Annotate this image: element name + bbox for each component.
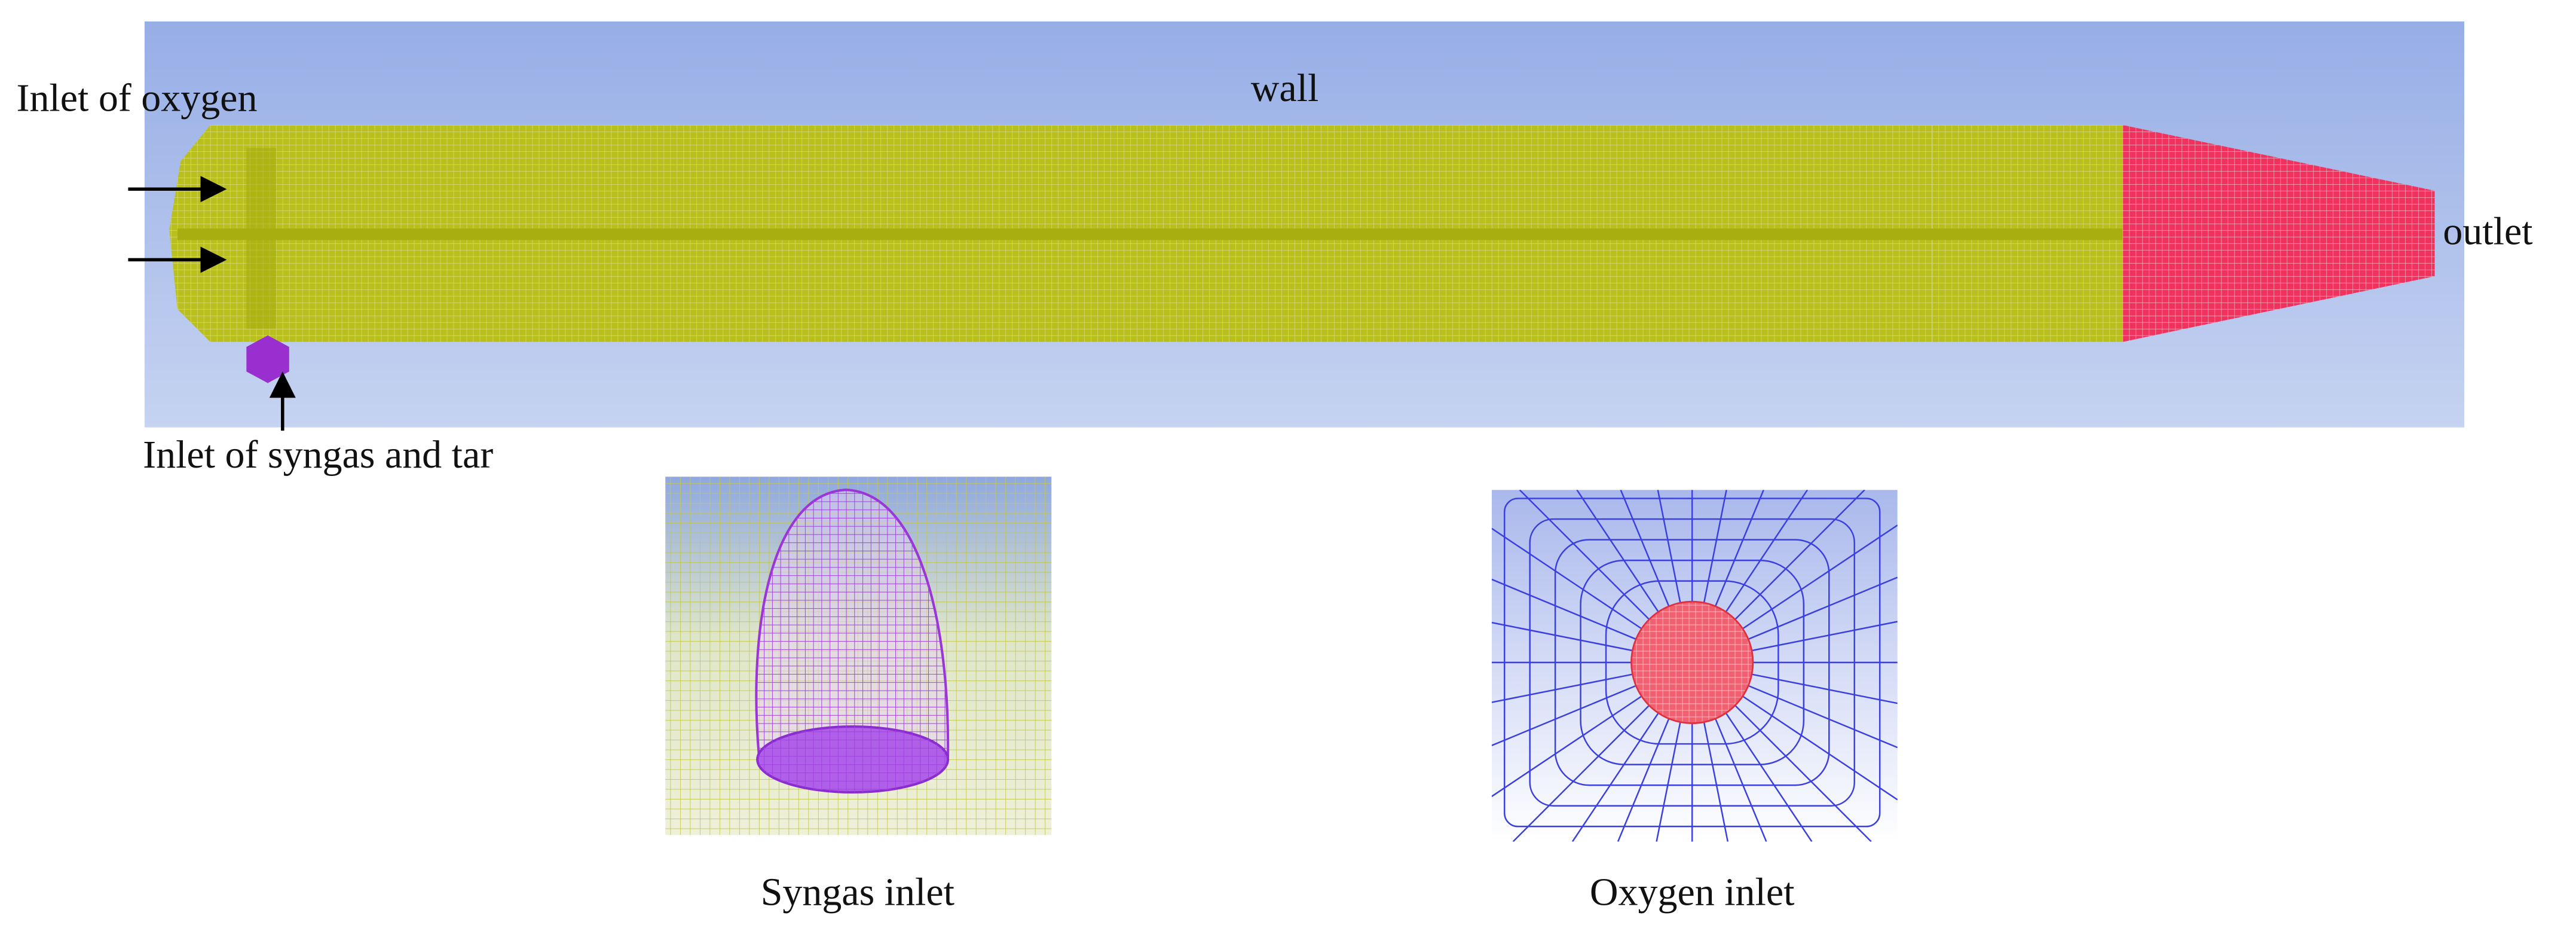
label: Inlet of oxygen	[16, 77, 257, 120]
center-band	[177, 228, 2123, 240]
label: wall	[1251, 66, 1319, 110]
mesh-line	[1734, 490, 1865, 620]
mesh-line	[1657, 490, 1681, 603]
mesh-line	[1503, 498, 1881, 828]
mesh-line	[1703, 722, 1728, 842]
mesh-line	[1617, 718, 1670, 842]
mesh-line	[1519, 490, 1650, 620]
label: Inlet of syngas and tar	[143, 433, 493, 477]
mesh-line	[1703, 490, 1727, 603]
caption: Syngas inlet	[761, 870, 954, 914]
mesh-line	[1751, 621, 1898, 652]
oxygen-inset	[1491, 490, 1898, 842]
mesh-line	[1748, 576, 1898, 640]
mesh-line	[1491, 695, 1642, 797]
nozzle-face-mesh	[757, 727, 949, 792]
mesh-line	[1491, 621, 1633, 652]
mesh-line	[1491, 685, 1636, 746]
inlet-band	[246, 148, 276, 329]
caption: Oxygen inlet	[1590, 870, 1795, 914]
mesh-line	[1491, 673, 1633, 703]
label: outlet	[2443, 209, 2532, 253]
mesh-line	[1554, 539, 1830, 786]
mesh-line	[1725, 490, 1809, 612]
mesh-line	[1751, 673, 1898, 704]
mesh-line	[1576, 490, 1659, 612]
outlet-cone	[2122, 125, 2435, 342]
mesh-line	[1748, 685, 1898, 749]
mesh-line	[1571, 712, 1659, 842]
mesh-line	[1734, 704, 1872, 842]
mesh-line	[1742, 695, 1898, 801]
syngas-inset	[665, 477, 1052, 835]
mesh-line	[1714, 718, 1767, 842]
mesh-line	[1714, 490, 1764, 607]
mesh-line	[1605, 580, 1779, 745]
mesh-line	[1742, 524, 1898, 630]
mesh-line	[1529, 518, 1855, 807]
nozzle-mesh	[756, 490, 949, 756]
mesh-line	[1580, 559, 1805, 765]
mesh-line	[1491, 578, 1636, 640]
mesh-line	[1491, 527, 1642, 630]
syngas-inlet	[246, 335, 289, 383]
mesh-line	[1512, 704, 1650, 842]
mesh-line	[1620, 490, 1670, 607]
oxygen-port	[1630, 600, 1754, 724]
mesh-line	[1725, 712, 1813, 842]
mesh-line	[1656, 722, 1681, 842]
